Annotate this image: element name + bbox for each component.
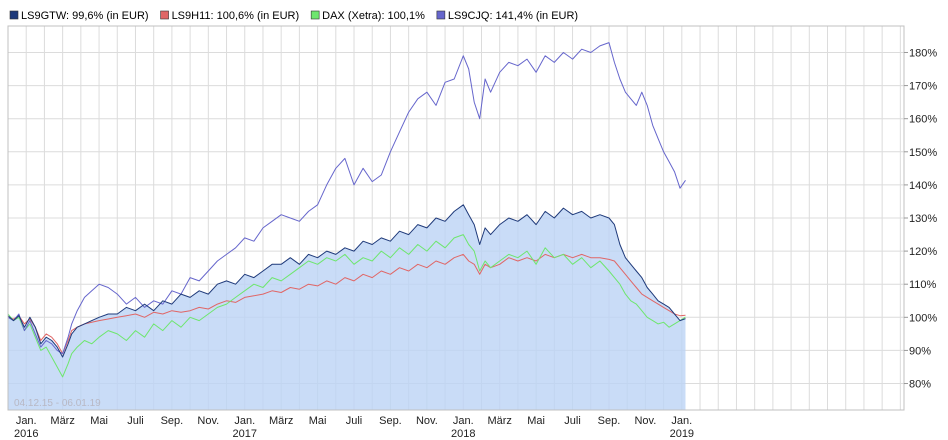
x-tick-label: Mai bbox=[527, 415, 545, 427]
series-line-ls9cjq bbox=[7, 42, 686, 355]
x-year-label: 2019 bbox=[670, 428, 694, 440]
x-tick-label: März bbox=[487, 415, 511, 427]
legend-item-ls9gtw: LS9GTW: 99,6% (in EUR) bbox=[9, 10, 149, 22]
y-tick-label: 90% bbox=[909, 345, 931, 357]
x-year-label: 2016 bbox=[14, 428, 38, 440]
x-tick-label: Mai bbox=[309, 415, 327, 427]
x-tick-label: Sep. bbox=[379, 415, 402, 427]
legend-swatch bbox=[160, 10, 169, 20]
legend-label: LS9CJQ: 141,4% (in EUR) bbox=[448, 10, 578, 22]
y-tick-label: 120% bbox=[909, 246, 937, 258]
x-tick-label: Sep. bbox=[161, 415, 184, 427]
x-tick-label: Jan. bbox=[234, 415, 255, 427]
series-fills bbox=[8, 204, 686, 410]
series-area-ls9gtw bbox=[8, 204, 686, 410]
y-tick-label: 140% bbox=[909, 180, 937, 192]
legend-item-ls9cjq: LS9CJQ: 141,4% (in EUR) bbox=[436, 10, 578, 22]
x-tick-label: Juli bbox=[127, 415, 144, 427]
date-range-label: 04.12.15 - 06.01.19 bbox=[14, 398, 101, 409]
series-line-dax-xetra bbox=[7, 234, 686, 378]
series-line-ls9gtw bbox=[7, 204, 686, 358]
y-tick-label: 150% bbox=[909, 147, 937, 159]
y-tick-label: 80% bbox=[909, 379, 931, 391]
legend-label: DAX (Xetra): 100,1% bbox=[322, 10, 425, 22]
x-tick-label: Nov. bbox=[416, 415, 438, 427]
y-tick-label: 180% bbox=[909, 47, 937, 59]
y-tick-label: 160% bbox=[909, 114, 937, 126]
x-tick-label: Nov. bbox=[197, 415, 219, 427]
legend-swatch bbox=[436, 10, 446, 20]
series-lines bbox=[7, 42, 686, 378]
y-tick-label: 170% bbox=[909, 81, 937, 93]
series-line-ls9h11 bbox=[7, 253, 686, 355]
x-tick-label: Juli bbox=[346, 415, 363, 427]
legend-item-dax-xetra: DAX (Xetra): 100,1% bbox=[310, 10, 425, 22]
y-tick-label: 110% bbox=[909, 279, 937, 291]
y-tick-label: 130% bbox=[909, 213, 937, 225]
legend-swatch bbox=[9, 10, 19, 20]
legend-label: LS9H11: 100,6% (in EUR) bbox=[172, 10, 300, 22]
y-axis: 80% 90% 100% 110% 120% 130% 140% 150% 160% 170% 18… bbox=[904, 47, 937, 391]
legend-item-ls9h11: LS9H11: 100,6% (in EUR) bbox=[160, 10, 300, 22]
y-tick-label: 100% bbox=[909, 312, 937, 324]
legend: LS9GTW: 99,6% (in EUR) LS9H11: 100,6% (in… bbox=[9, 10, 578, 22]
x-tick-label: Jan. bbox=[16, 415, 37, 427]
x-year-label: 2018 bbox=[451, 428, 475, 440]
x-tick-label: Juli bbox=[564, 415, 581, 427]
x-tick-label: Sep. bbox=[598, 415, 621, 427]
x-tick-label: März bbox=[269, 415, 293, 427]
x-tick-label: März bbox=[50, 415, 74, 427]
legend-swatch bbox=[310, 10, 320, 20]
x-year-label: 2017 bbox=[233, 428, 257, 440]
x-tick-label: Jan. bbox=[453, 415, 474, 427]
x-tick-label: Nov. bbox=[634, 415, 656, 427]
x-tick-label: Jan. bbox=[671, 415, 692, 427]
x-tick-label: Mai bbox=[90, 415, 108, 427]
legend-label: LS9GTW: 99,6% (in EUR) bbox=[21, 10, 149, 22]
